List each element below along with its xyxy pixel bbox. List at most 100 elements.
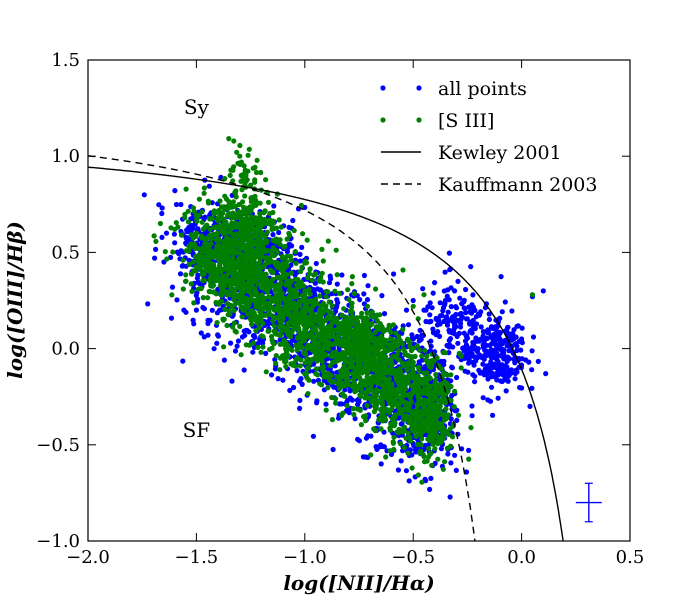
data-point — [323, 401, 329, 407]
data-point — [270, 237, 276, 244]
data-point — [278, 293, 284, 299]
data-point — [238, 271, 244, 277]
data-point — [421, 377, 427, 383]
data-point — [422, 347, 428, 354]
data-point — [447, 267, 453, 273]
data-point — [196, 252, 202, 258]
data-point — [237, 323, 243, 329]
data-point — [486, 311, 492, 317]
data-point — [335, 332, 341, 338]
data-point — [250, 349, 256, 355]
data-point — [184, 229, 190, 235]
data-point — [280, 313, 286, 319]
data-point — [432, 280, 438, 286]
data-point — [346, 296, 352, 302]
data-point — [224, 322, 230, 329]
data-point — [442, 459, 448, 465]
data-point — [330, 319, 336, 325]
data-point — [174, 297, 180, 303]
data-point — [356, 360, 362, 366]
data-point — [378, 394, 384, 400]
data-point — [238, 304, 244, 310]
data-point — [503, 363, 509, 369]
data-point — [188, 232, 194, 238]
data-point — [342, 387, 348, 393]
data-point — [470, 343, 476, 349]
data-point — [248, 277, 254, 283]
data-point — [361, 291, 367, 297]
data-point — [217, 265, 223, 271]
data-point — [357, 297, 363, 303]
data-point — [162, 249, 168, 255]
data-point — [224, 206, 230, 212]
data-point — [273, 353, 279, 359]
data-point — [509, 308, 515, 314]
data-point — [252, 334, 258, 340]
data-point — [387, 427, 393, 433]
data-point — [340, 322, 347, 329]
data-point — [257, 211, 263, 217]
data-point — [257, 200, 263, 206]
data-point — [323, 288, 330, 295]
data-point — [326, 299, 332, 305]
data-point — [315, 313, 321, 319]
data-point — [304, 275, 311, 281]
data-point — [428, 338, 434, 344]
data-point — [340, 383, 346, 389]
data-point — [217, 277, 223, 283]
data-point — [410, 408, 416, 414]
data-point — [502, 299, 508, 305]
data-point — [416, 338, 422, 344]
data-point — [475, 346, 481, 352]
data-point — [426, 319, 432, 325]
data-point — [511, 335, 517, 341]
data-point — [336, 386, 343, 392]
data-point — [222, 193, 228, 199]
data-point — [463, 316, 470, 322]
data-point — [416, 368, 422, 374]
data-point — [298, 268, 304, 275]
data-point — [444, 372, 450, 378]
data-point — [347, 388, 353, 394]
data-point — [255, 281, 261, 287]
data-point — [171, 231, 177, 237]
data-point — [451, 404, 457, 410]
data-point — [248, 270, 254, 276]
data-point — [239, 314, 245, 320]
data-point — [191, 300, 197, 306]
data-point — [303, 370, 309, 376]
data-point — [271, 323, 277, 329]
data-point — [396, 333, 402, 340]
data-point — [252, 177, 258, 183]
data-point — [442, 269, 448, 275]
data-point — [446, 250, 452, 256]
data-point — [178, 232, 185, 238]
data-point — [367, 387, 373, 393]
data-point — [249, 243, 255, 249]
data-point — [457, 324, 464, 330]
data-point — [225, 301, 232, 307]
data-point — [207, 278, 213, 284]
data-point — [200, 304, 206, 311]
data-point — [197, 260, 203, 266]
data-point — [195, 286, 202, 292]
data-point — [436, 434, 442, 441]
data-point — [468, 310, 475, 316]
data-point — [194, 275, 200, 281]
data-point — [448, 416, 454, 422]
data-point — [442, 414, 448, 421]
data-point — [145, 301, 151, 307]
data-point — [235, 300, 241, 306]
data-point — [428, 450, 434, 456]
data-point — [361, 272, 367, 279]
data-point — [243, 302, 249, 308]
data-point — [310, 433, 316, 439]
data-point — [269, 372, 275, 378]
data-point — [428, 475, 434, 481]
data-point — [443, 406, 449, 412]
data-point — [214, 233, 220, 239]
data-point — [503, 375, 509, 381]
data-point — [141, 192, 147, 198]
data-point — [427, 486, 433, 492]
data-point — [448, 378, 454, 384]
